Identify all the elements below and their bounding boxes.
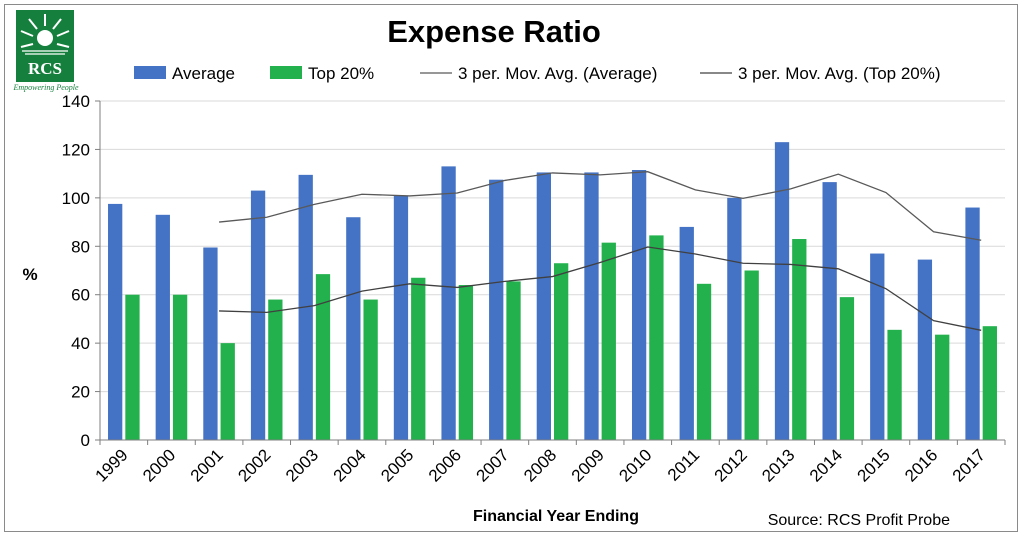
chart-title: Expense Ratio bbox=[387, 14, 601, 49]
x-tick-label: 2008 bbox=[520, 445, 560, 485]
bar-top-20 bbox=[982, 326, 997, 440]
x-tick-label: 2006 bbox=[425, 445, 465, 485]
y-tick-label: 80 bbox=[71, 237, 90, 256]
bar-top-20 bbox=[268, 299, 283, 440]
bar-top-20 bbox=[458, 285, 474, 440]
x-tick-label: 2014 bbox=[806, 445, 846, 485]
rcs-logo: RCS Empowering People bbox=[12, 10, 79, 92]
source-note: Source: RCS Profit Probe bbox=[768, 512, 950, 529]
x-tick-label: 2015 bbox=[854, 445, 894, 485]
moving-average-line-top-20 bbox=[219, 246, 982, 331]
axes bbox=[99, 101, 1005, 441]
moving-average-line-average bbox=[219, 171, 982, 241]
x-axis-ticks: 1999 2000 2001 2002 2003 2004 2005 2006 2007 2008… bbox=[91, 440, 1006, 486]
sunburst-icon bbox=[20, 14, 70, 55]
bar-average bbox=[393, 195, 409, 440]
x-tick-label: 2004 bbox=[330, 445, 370, 485]
x-tick-label: 2005 bbox=[377, 445, 417, 485]
bar-top-20 bbox=[935, 334, 950, 440]
bar-average bbox=[489, 179, 504, 441]
y-tick-label: 100 bbox=[62, 189, 90, 208]
x-tick-label: 2002 bbox=[234, 445, 274, 485]
gridlines bbox=[100, 100, 1005, 393]
bar-average bbox=[965, 207, 980, 440]
x-tick-label: 2007 bbox=[473, 445, 513, 485]
bar-average bbox=[536, 172, 551, 441]
bar-top-20 bbox=[839, 297, 855, 440]
x-tick-label: 2010 bbox=[615, 445, 655, 485]
bar-average bbox=[155, 214, 170, 440]
legend-swatch bbox=[270, 66, 302, 79]
bar-top-20 bbox=[887, 329, 902, 440]
x-tick-label: 2016 bbox=[901, 445, 941, 485]
y-tick-label: 0 bbox=[81, 431, 90, 450]
bar-average bbox=[774, 142, 790, 440]
bar-top-20 bbox=[792, 239, 807, 440]
bars bbox=[108, 142, 997, 441]
x-tick-label: 2017 bbox=[949, 445, 989, 485]
bar-top-20 bbox=[649, 235, 664, 440]
bar-average bbox=[441, 166, 456, 440]
chart-frame bbox=[4, 4, 1018, 532]
bar-top-20 bbox=[125, 294, 140, 440]
x-axis-label: Financial Year Ending bbox=[473, 508, 639, 525]
bar-top-20 bbox=[696, 283, 712, 440]
logo-tagline: Empowering People bbox=[12, 83, 79, 92]
bar-average bbox=[917, 259, 933, 440]
legend-label: Top 20% bbox=[308, 64, 374, 83]
x-tick-label: 2012 bbox=[711, 445, 751, 485]
x-tick-label: 2003 bbox=[282, 445, 322, 485]
x-tick-label: 2011 bbox=[664, 445, 703, 484]
y-tick-label: 40 bbox=[71, 334, 90, 353]
bar-top-20 bbox=[506, 281, 521, 440]
x-tick-label: 1999 bbox=[91, 445, 131, 485]
bar-average bbox=[203, 247, 218, 440]
legend-label: 3 per. Mov. Avg. (Average) bbox=[458, 64, 657, 83]
y-axis-label: % bbox=[22, 265, 37, 284]
bar-top-20 bbox=[220, 343, 235, 440]
bar-average bbox=[870, 253, 885, 440]
x-tick-label: 2013 bbox=[758, 445, 798, 485]
bar-top-20 bbox=[363, 299, 378, 440]
y-tick-label: 20 bbox=[71, 383, 90, 402]
bar-average bbox=[584, 172, 599, 441]
bar-top-20 bbox=[411, 277, 426, 440]
bar-average bbox=[727, 197, 742, 440]
y-tick-label: 120 bbox=[62, 140, 90, 159]
chart-legend: Average Top 20% 3 per. Mov. Avg. (Average)… bbox=[134, 64, 941, 83]
legend-label: Average bbox=[172, 64, 235, 83]
bar-top-20 bbox=[315, 274, 331, 440]
legend-label: 3 per. Mov. Avg. (Top 20%) bbox=[738, 64, 941, 83]
bar-top-20 bbox=[601, 242, 616, 440]
x-tick-label: 2009 bbox=[568, 445, 608, 485]
bar-average bbox=[250, 190, 266, 440]
bar-average bbox=[631, 170, 647, 440]
bar-top-20 bbox=[744, 270, 759, 440]
moving-average-lines bbox=[219, 171, 982, 331]
legend-swatch bbox=[134, 66, 166, 79]
bar-average bbox=[346, 217, 361, 440]
bar-top-20 bbox=[172, 294, 188, 440]
y-axis-ticks: 0 20 40 60 80 100 120 140 bbox=[62, 92, 100, 450]
bar-average bbox=[679, 226, 694, 440]
x-tick-label: 2001 bbox=[187, 445, 227, 485]
y-tick-label: 140 bbox=[62, 92, 90, 111]
bar-average bbox=[822, 182, 837, 440]
y-tick-label: 60 bbox=[71, 286, 90, 305]
x-tick-label: 2000 bbox=[139, 445, 179, 485]
bar-average bbox=[108, 203, 123, 440]
bar-top-20 bbox=[554, 263, 569, 440]
logo-text: RCS bbox=[28, 59, 62, 78]
